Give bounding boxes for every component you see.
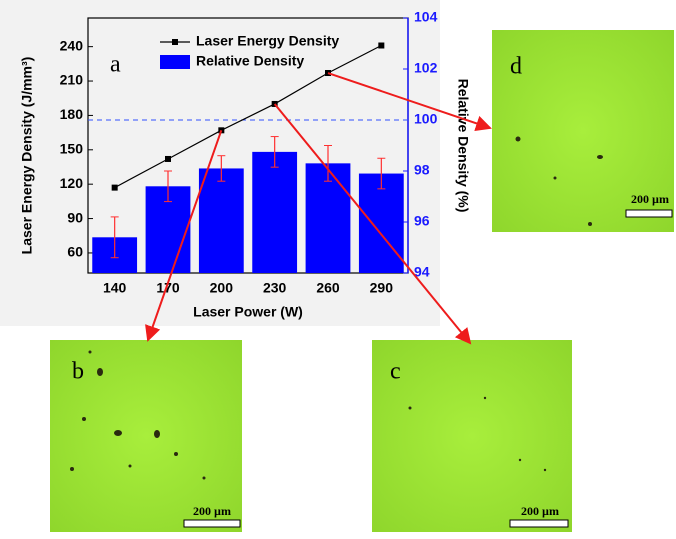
- y2-tick-label: 100: [414, 111, 438, 127]
- x-tick-label: 200: [210, 280, 234, 296]
- y-tick-label: 120: [60, 175, 84, 191]
- arrow: [145, 129, 223, 342]
- y-tick-label: 240: [60, 37, 84, 53]
- legend-marker: [172, 39, 178, 45]
- bar: [198, 168, 244, 273]
- y-tick-label: 210: [60, 72, 84, 88]
- panel-label: a: [110, 52, 121, 78]
- x-tick-label: 230: [263, 280, 287, 296]
- bar: [358, 173, 404, 273]
- x-tick-label: 290: [370, 280, 394, 296]
- x-tick-label: 170: [156, 280, 180, 296]
- panel-label: b: [72, 359, 84, 385]
- line-marker: [111, 184, 118, 191]
- x-tick-label: 260: [316, 280, 340, 296]
- panel-label: c: [390, 359, 401, 385]
- micrograph-c: c 200 µm: [372, 340, 572, 532]
- x-axis-label: Laser Power (W): [193, 304, 303, 320]
- line-marker: [378, 42, 385, 49]
- micrograph-d: d 200 µm: [492, 30, 674, 232]
- y2-axis-label: Relative Density (%): [455, 79, 471, 213]
- y2-tick-label: 104: [414, 9, 438, 25]
- line-marker: [165, 155, 171, 162]
- arrow: [273, 103, 472, 345]
- y-tick-label: 150: [60, 141, 84, 157]
- scale-label: 200 µm: [521, 504, 559, 518]
- bar: [252, 151, 298, 273]
- legend-swatch: [160, 55, 190, 69]
- y-tick-label: 180: [60, 106, 84, 122]
- y2-tick-label: 94: [414, 264, 430, 280]
- panel-label: d: [510, 54, 522, 80]
- y2-tick-label: 98: [414, 162, 430, 178]
- scale-label: 200 µm: [631, 192, 669, 206]
- legend-label: Relative Density: [196, 53, 304, 69]
- arrow: [327, 72, 492, 132]
- y-tick-label: 90: [67, 209, 83, 225]
- y-axis-label: Laser Energy Density (J/mm³): [19, 57, 35, 255]
- line: [114, 44, 382, 189]
- micrograph-b: b 200 µm: [50, 340, 242, 532]
- scale-label: 200 µm: [193, 504, 231, 518]
- y2-tick-label: 102: [414, 60, 438, 76]
- y2-tick-label: 96: [414, 213, 430, 229]
- y-tick-label: 60: [67, 244, 83, 260]
- x-tick-label: 140: [103, 280, 127, 296]
- legend-label: Laser Energy Density: [196, 33, 339, 49]
